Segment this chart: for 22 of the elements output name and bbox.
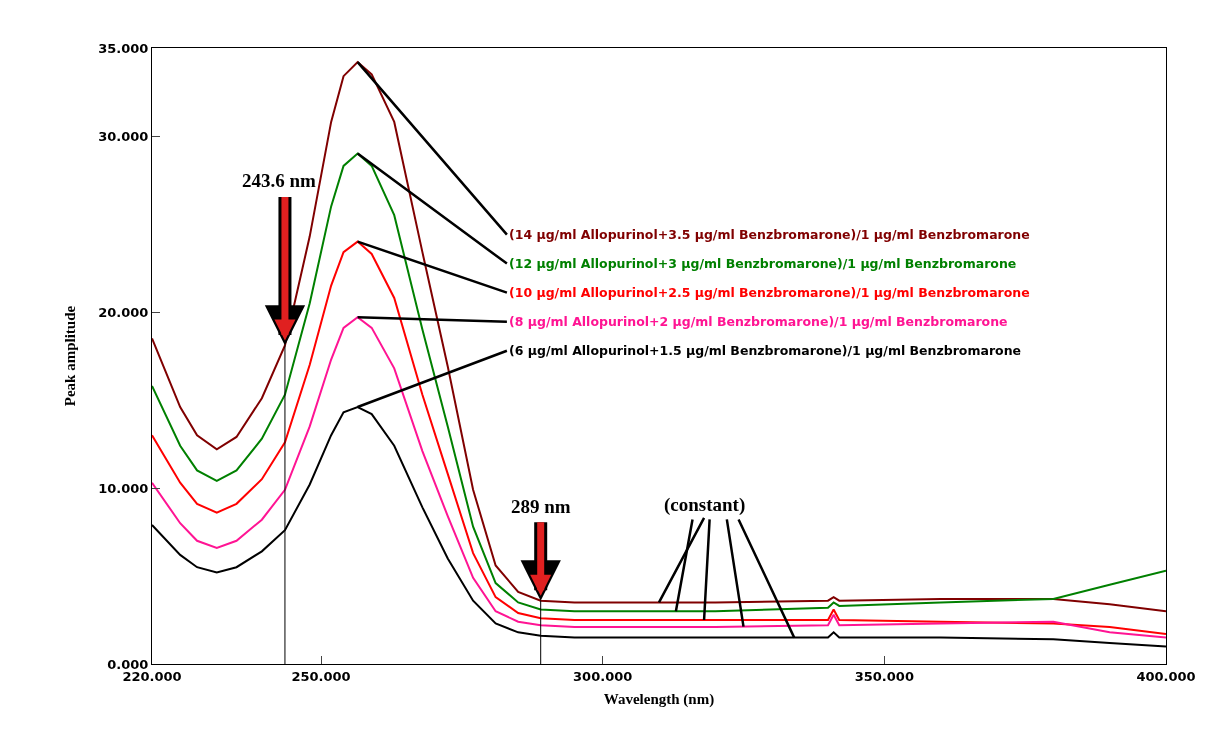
y-tick-label: 20.000 [98, 304, 149, 320]
text: (14 μg/ml Allopurinol+3.5 μg/ml Benzbromarone)/1 μg/ml Benzbromarone [509, 227, 1030, 242]
text: (8 μg/ml Allopurinol+2 μg/ml Benzbromarone)/1 μg/ml Benzbromarone [509, 314, 1008, 329]
x-axis-title: Wavelength (nm) [603, 690, 715, 708]
line-series [152, 316, 1166, 639]
y-tick-label: 35.000 [98, 40, 149, 56]
y-tick-label: 10.000 [98, 480, 149, 496]
text: (6 μg/ml Allopurinol+1.5 μg/ml Benzbromarone)/1 μg/ml Benzbromarone [509, 343, 1022, 358]
y-tick-label: 30.000 [98, 128, 149, 144]
ref-line-label: 289 nm [511, 496, 571, 517]
line-series [152, 240, 1166, 636]
x-tick-label: 250.000 [291, 668, 351, 684]
text: (12 μg/ml Allopurinol+3 μg/ml Benzbromarone)/1 μg/ml Benzbromarone [509, 256, 1017, 271]
text: (10 μg/ml Allopurinol+2.5 μg/ml Benzbromarone)/1 μg/ml Benzbromarone [509, 285, 1030, 300]
ref-line-label: 243.6 nm [242, 170, 317, 191]
line-series [152, 152, 1166, 613]
x-tick-label: 300.000 [573, 668, 633, 684]
x-tick-label: 350.000 [854, 668, 914, 684]
y-axis-title: Peak amplitude [62, 305, 79, 407]
annotation: (constant) [664, 494, 746, 516]
x-tick-label: 400.000 [1136, 668, 1196, 684]
line-series [152, 61, 1166, 613]
